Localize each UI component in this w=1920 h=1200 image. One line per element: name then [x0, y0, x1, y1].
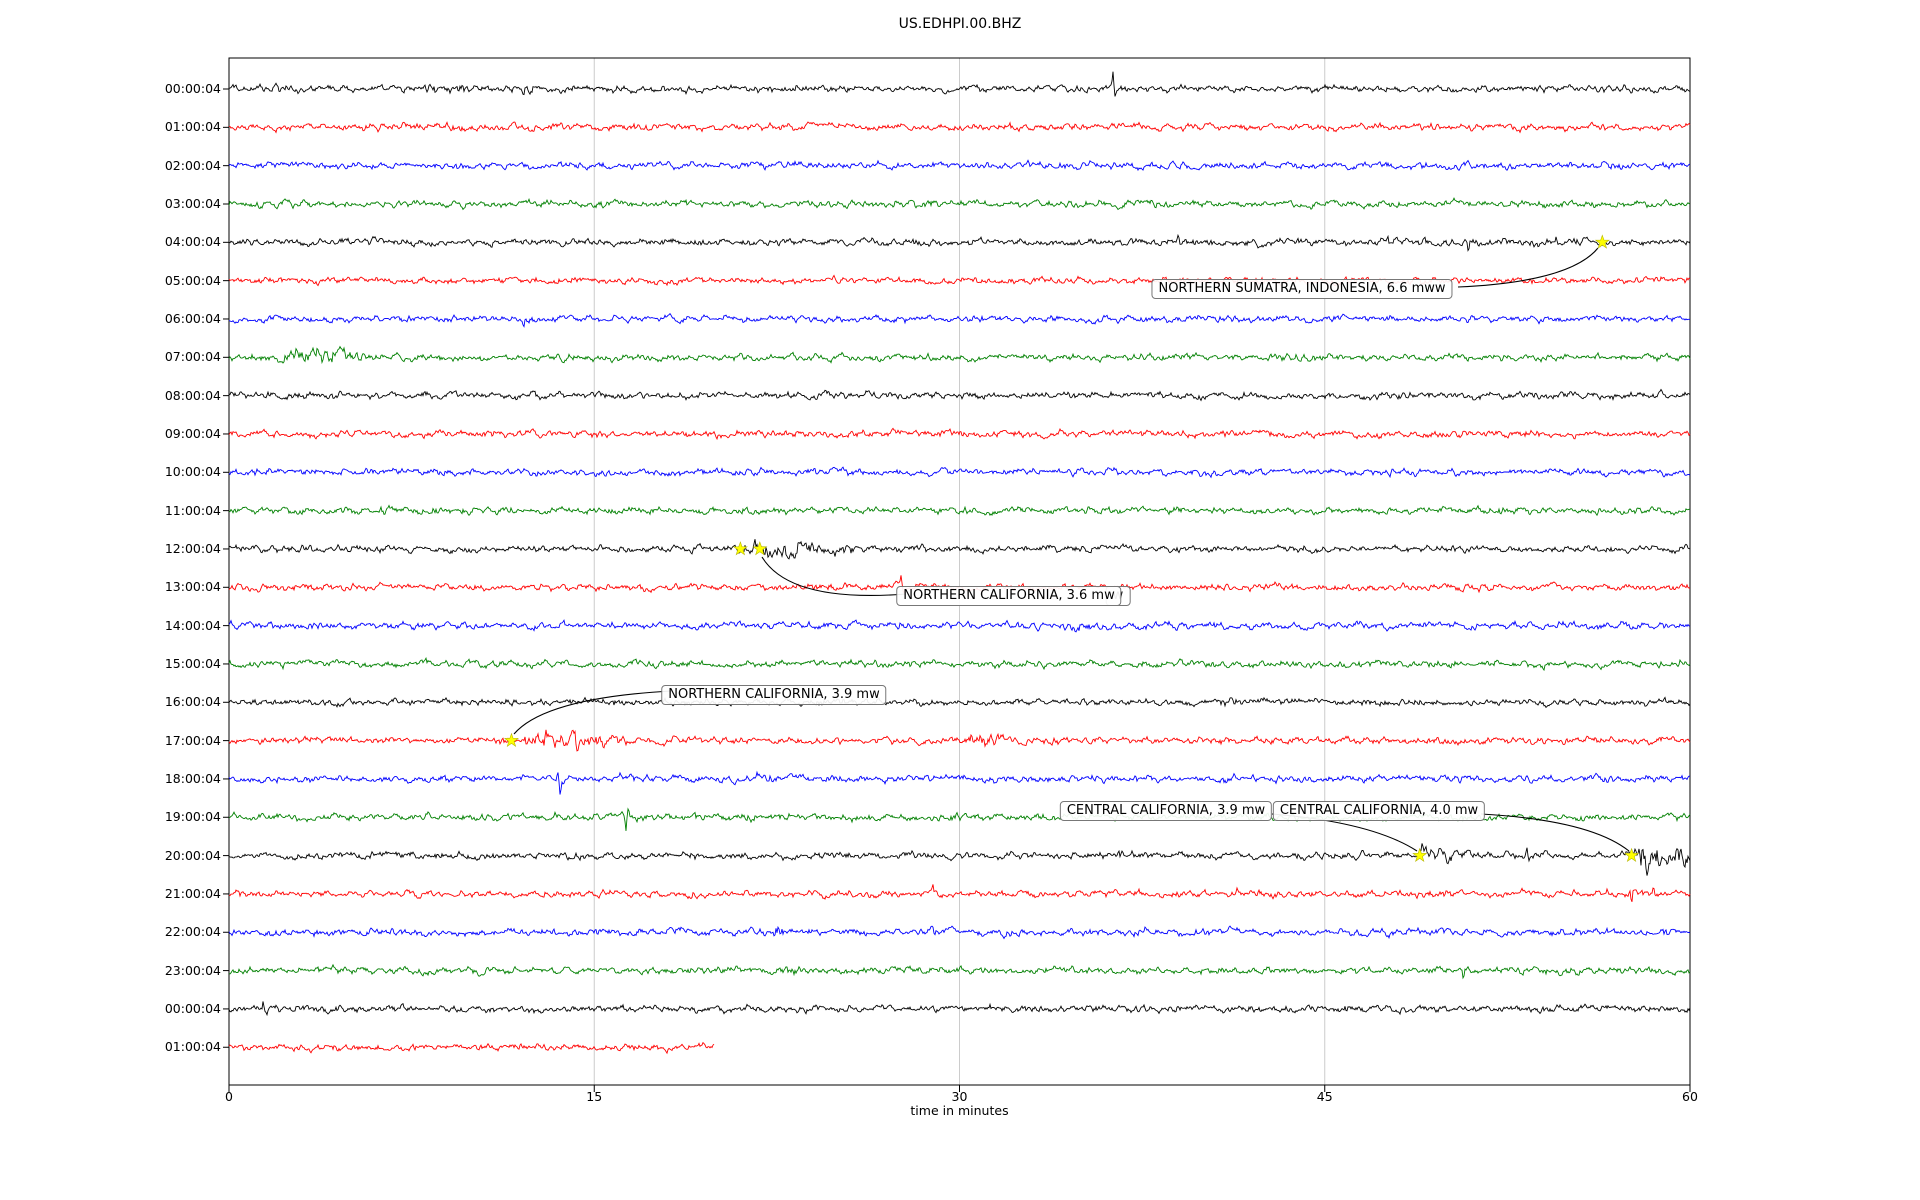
event-star-icon — [732, 541, 748, 556]
annotation-arrow — [513, 690, 672, 735]
x-tick-label: 15 — [586, 1089, 603, 1104]
seismic-trace — [228, 539, 1691, 560]
trace-time-label: 13:00:04 — [164, 579, 221, 595]
seismic-trace — [228, 656, 1691, 672]
annotation-arrow — [1480, 813, 1630, 852]
seismic-trace — [228, 770, 1691, 795]
seismic-trace — [228, 312, 1690, 328]
trace-time-label: 22:00:04 — [164, 924, 221, 940]
annotation-arrow — [761, 556, 907, 597]
event-annotation: CENTRAL CALIFORNIA, 4.0 mw — [1272, 801, 1486, 821]
seismic-trace — [228, 1041, 715, 1055]
event-star-icon — [503, 732, 519, 748]
seismic-trace — [228, 388, 1691, 402]
trace-time-label: 00:00:04 — [164, 81, 221, 96]
x-tick-label: 30 — [951, 1089, 968, 1104]
trace-time-label: 15:00:04 — [164, 655, 221, 671]
annotation-arrow — [1457, 247, 1599, 288]
seismic-trace — [228, 345, 1691, 365]
trace-time-label: 03:00:04 — [164, 195, 221, 211]
trace-time-label: 21:00:04 — [164, 885, 221, 901]
trace-time-label: 04:00:04 — [164, 234, 221, 250]
seismic-trace — [228, 884, 1691, 902]
trace-time-label: 18:00:04 — [164, 770, 221, 786]
event-annotation: CENTRAL CALIFORNIA, 3.9 mw — [1059, 801, 1273, 821]
trace-time-label: 01:00:04 — [164, 1039, 221, 1055]
trace-time-label: 23:00:04 — [164, 962, 221, 978]
trace-time-label: 02:00:04 — [164, 157, 221, 173]
seismic-trace — [228, 427, 1691, 441]
trace-time-label: 11:00:04 — [164, 502, 221, 518]
trace-time-label: 12:00:04 — [164, 540, 221, 556]
x-tick-label: 45 — [1316, 1089, 1333, 1104]
seismic-trace — [228, 197, 1691, 211]
trace-time-label: 17:00:04 — [164, 732, 221, 748]
trace-time-label: 00:00:04 — [164, 1000, 221, 1016]
x-tick-label: 60 — [1682, 1089, 1698, 1104]
seismic-trace — [228, 619, 1691, 633]
seismic-trace — [228, 466, 1691, 479]
event-star-icon — [1624, 847, 1640, 863]
x-axis-label: time in minutes — [910, 1103, 1009, 1118]
event-annotation: NORTHERN SUMATRA, INDONESIA, 6.6 mww — [1151, 279, 1453, 299]
trace-time-label: 07:00:04 — [164, 349, 221, 365]
seismic-trace — [228, 729, 1691, 752]
trace-time-label: 09:00:04 — [164, 425, 221, 441]
trace-time-label: 08:00:04 — [164, 387, 221, 403]
trace-time-label: 16:00:04 — [164, 694, 221, 710]
event-star-icon — [1594, 234, 1610, 249]
seismic-trace — [228, 159, 1691, 172]
event-star-icon — [1412, 847, 1428, 863]
seismic-trace — [228, 925, 1691, 940]
trace-time-label: 19:00:04 — [164, 809, 221, 825]
event-star-icon — [752, 541, 768, 556]
trace-time-label: 10:00:04 — [164, 464, 221, 480]
trace-time-label: 01:00:04 — [164, 119, 221, 135]
trace-time-label: 14:00:04 — [164, 617, 221, 633]
seismic-trace — [228, 1001, 1691, 1017]
trace-time-label: 20:00:04 — [164, 847, 221, 863]
seismic-trace — [228, 843, 1691, 876]
x-tick-label: 0 — [225, 1089, 233, 1104]
seismic-trace — [228, 504, 1691, 517]
seismic-trace — [228, 71, 1691, 97]
plot-title: US.EDHPI.00.BHZ — [898, 16, 1022, 32]
seismic-trace — [228, 963, 1691, 980]
trace-time-label: 05:00:04 — [164, 272, 221, 288]
event-annotation: NORTHERN CALIFORNIA, 3.6 mw — [896, 586, 1122, 606]
seismic-trace — [228, 696, 1691, 709]
event-annotation: NORTHERN CALIFORNIA, 3.9 mw — [661, 685, 887, 705]
seismic-trace — [229, 121, 1691, 134]
trace-time-label: 06:00:04 — [164, 310, 221, 326]
seismic-trace — [228, 233, 1691, 252]
